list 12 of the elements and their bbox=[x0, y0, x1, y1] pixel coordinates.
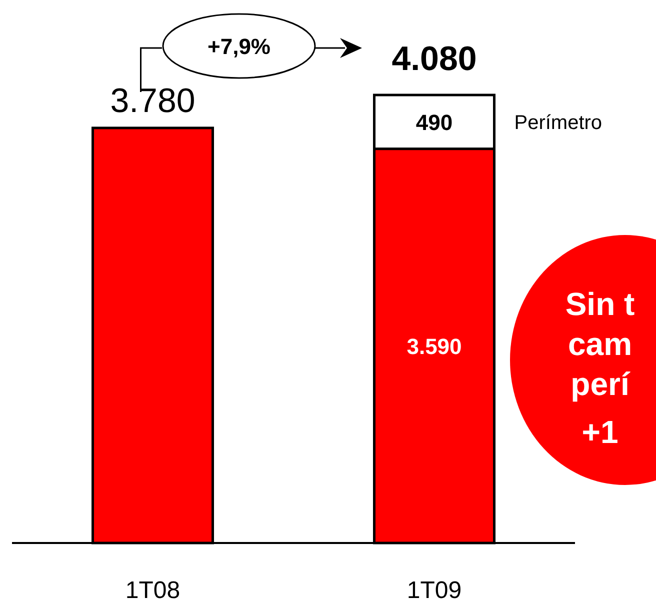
data-label: 490 bbox=[416, 110, 453, 135]
series-label: Perímetro bbox=[514, 112, 602, 134]
text: +1 bbox=[582, 414, 618, 450]
annotation: Sin t bbox=[565, 286, 636, 322]
x-tick-label: 1T09 bbox=[406, 577, 462, 604]
text: +7,9% bbox=[208, 34, 270, 59]
data-label: 3.590 bbox=[406, 334, 462, 359]
x-tick-label: 1T08 bbox=[125, 577, 180, 604]
annotation: perí bbox=[570, 366, 630, 402]
annotation: cam bbox=[568, 326, 632, 362]
data-label: 3.780 bbox=[110, 82, 196, 120]
total-label: 4.080 bbox=[392, 40, 477, 78]
